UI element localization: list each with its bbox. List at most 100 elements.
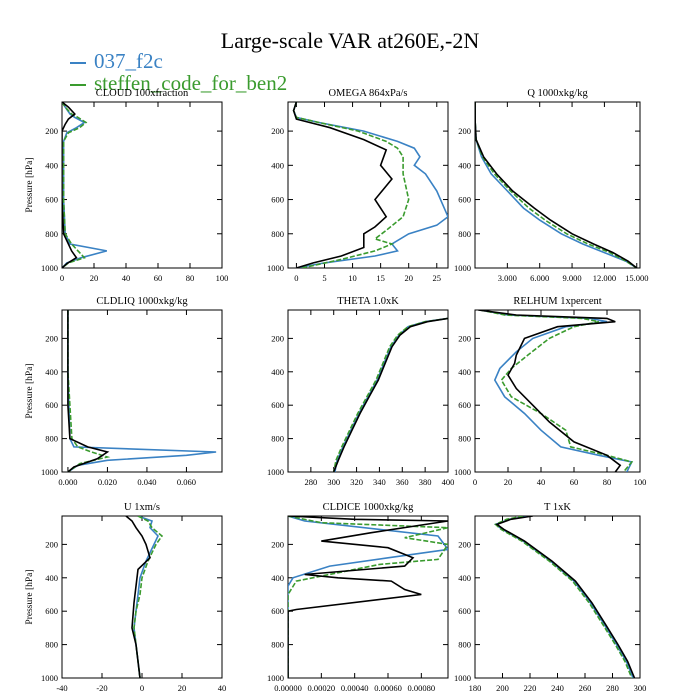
x-tick-label: 0.00080 [408, 683, 436, 693]
x-tick-label: 15 [376, 273, 385, 283]
legend-label: steffen_code_for_ben2 [94, 71, 288, 95]
x-tick-label: 15.000 [625, 273, 648, 283]
y-tick-label: 1000 [267, 467, 284, 477]
series-line-037-f2c [475, 102, 638, 268]
x-tick-label: 5 [322, 273, 326, 283]
y-tick-label: 800 [45, 640, 58, 650]
x-tick-label: 20 [178, 683, 187, 693]
x-tick-label: 280 [606, 683, 619, 693]
x-tick-label: 300 [327, 477, 340, 487]
y-tick-label: 200 [271, 333, 284, 343]
y-tick-label: 600 [458, 606, 471, 616]
panel-title: T 1xK [544, 502, 571, 513]
series-line-obs [332, 317, 448, 472]
y-tick-label: 800 [271, 640, 284, 650]
plot-frame [61, 515, 223, 679]
plot-frame [287, 309, 449, 473]
y-tick-label: 800 [458, 229, 471, 239]
x-tick-label: 0.040 [137, 477, 156, 487]
x-tick-label: 0.000 [58, 477, 77, 487]
y-tick-label: 400 [271, 573, 284, 583]
x-tick-label: 340 [373, 477, 386, 487]
y-axis-label: Pressure [hPa] [25, 569, 35, 624]
y-tick-label: 200 [45, 539, 58, 549]
series-line-obs [125, 516, 151, 678]
y-tick-label: 400 [271, 367, 284, 377]
y-tick-label: 400 [45, 573, 58, 583]
plot-frame [474, 515, 641, 679]
x-tick-label: 100 [216, 273, 229, 283]
x-tick-label: 0.060 [177, 477, 196, 487]
x-tick-label: 9.000 [562, 273, 581, 283]
plot-frame [474, 101, 641, 269]
x-tick-label: 80 [186, 273, 195, 283]
figure-title: Large-scale VAR at260E,-2N [220, 28, 480, 53]
legend-swatch [70, 62, 86, 65]
y-tick-label: 400 [45, 160, 58, 170]
plot-frame [287, 101, 449, 269]
y-tick-label: 200 [45, 333, 58, 343]
series-line-037-f2c [334, 317, 448, 472]
series-line-obs [62, 102, 78, 268]
y-tick-label: 800 [45, 434, 58, 444]
y-tick-label: 1000 [41, 673, 58, 683]
series-line-steffen-code-for-ben2 [332, 317, 448, 472]
x-tick-label: 40 [218, 683, 227, 693]
x-tick-label: 400 [442, 477, 455, 487]
x-tick-label: 280 [304, 477, 317, 487]
y-tick-label: 800 [458, 434, 471, 444]
x-tick-label: 3.000 [498, 273, 517, 283]
legend-entry: steffen_code_for_ben2 [70, 71, 287, 96]
x-tick-label: 25 [433, 273, 442, 283]
x-tick-label: -40 [56, 683, 67, 693]
panel-title: OMEGA 864xPa/s [328, 88, 407, 99]
y-tick-label: 600 [45, 606, 58, 616]
panel-title: THETA 1.0xK [337, 296, 399, 307]
y-tick-label: 400 [458, 573, 471, 583]
series-line-obs [495, 516, 636, 678]
x-tick-label: 60 [154, 273, 163, 283]
plot-frame [474, 309, 641, 473]
series-line-037-f2c [479, 310, 633, 472]
x-tick-label: 20 [404, 273, 413, 283]
y-tick-label: 400 [45, 367, 58, 377]
y-tick-label: 600 [458, 400, 471, 410]
series-line-obs [478, 310, 622, 472]
series-line-steffen-code-for-ben2 [475, 102, 638, 268]
panel-title: RELHUM 1xpercent [513, 296, 601, 307]
panel-title: CLDLIQ 1000xkg/kg [96, 296, 188, 307]
x-tick-label: 0.00040 [341, 683, 369, 693]
series-line-steffen-code-for-ben2 [133, 516, 164, 678]
x-tick-label: 0.020 [98, 477, 117, 487]
x-tick-label: 0.00060 [374, 683, 402, 693]
y-tick-label: 200 [45, 126, 58, 136]
x-tick-label: 360 [396, 477, 409, 487]
y-tick-label: 1000 [267, 263, 284, 273]
plot-frame [61, 101, 223, 269]
series-line-obs [475, 102, 638, 268]
y-tick-label: 1000 [41, 467, 58, 477]
y-axis-label: Pressure [hPa] [25, 363, 35, 418]
x-tick-label: 60 [570, 477, 579, 487]
series-line-obs [67, 310, 110, 472]
x-tick-label: 260 [579, 683, 592, 693]
x-tick-label: 10 [348, 273, 357, 283]
y-tick-label: 600 [45, 195, 58, 205]
legend-entry: 037_f2c [70, 49, 163, 74]
x-tick-label: 0 [294, 273, 298, 283]
x-tick-label: 0 [140, 683, 144, 693]
x-tick-label: 300 [634, 683, 647, 693]
y-tick-label: 1000 [267, 673, 284, 683]
series-line-obs [292, 102, 393, 268]
y-tick-label: 600 [45, 400, 58, 410]
x-tick-label: 0 [473, 477, 477, 487]
y-tick-label: 400 [458, 367, 471, 377]
plot-frame [61, 309, 223, 473]
y-tick-label: 200 [458, 333, 471, 343]
series-line-steffen-code-for-ben2 [494, 516, 633, 678]
series-line-steffen-code-for-ben2 [479, 310, 634, 472]
x-tick-label: 40 [122, 273, 131, 283]
panel-title: U 1xm/s [124, 502, 160, 513]
series-line-037-f2c [288, 516, 448, 678]
